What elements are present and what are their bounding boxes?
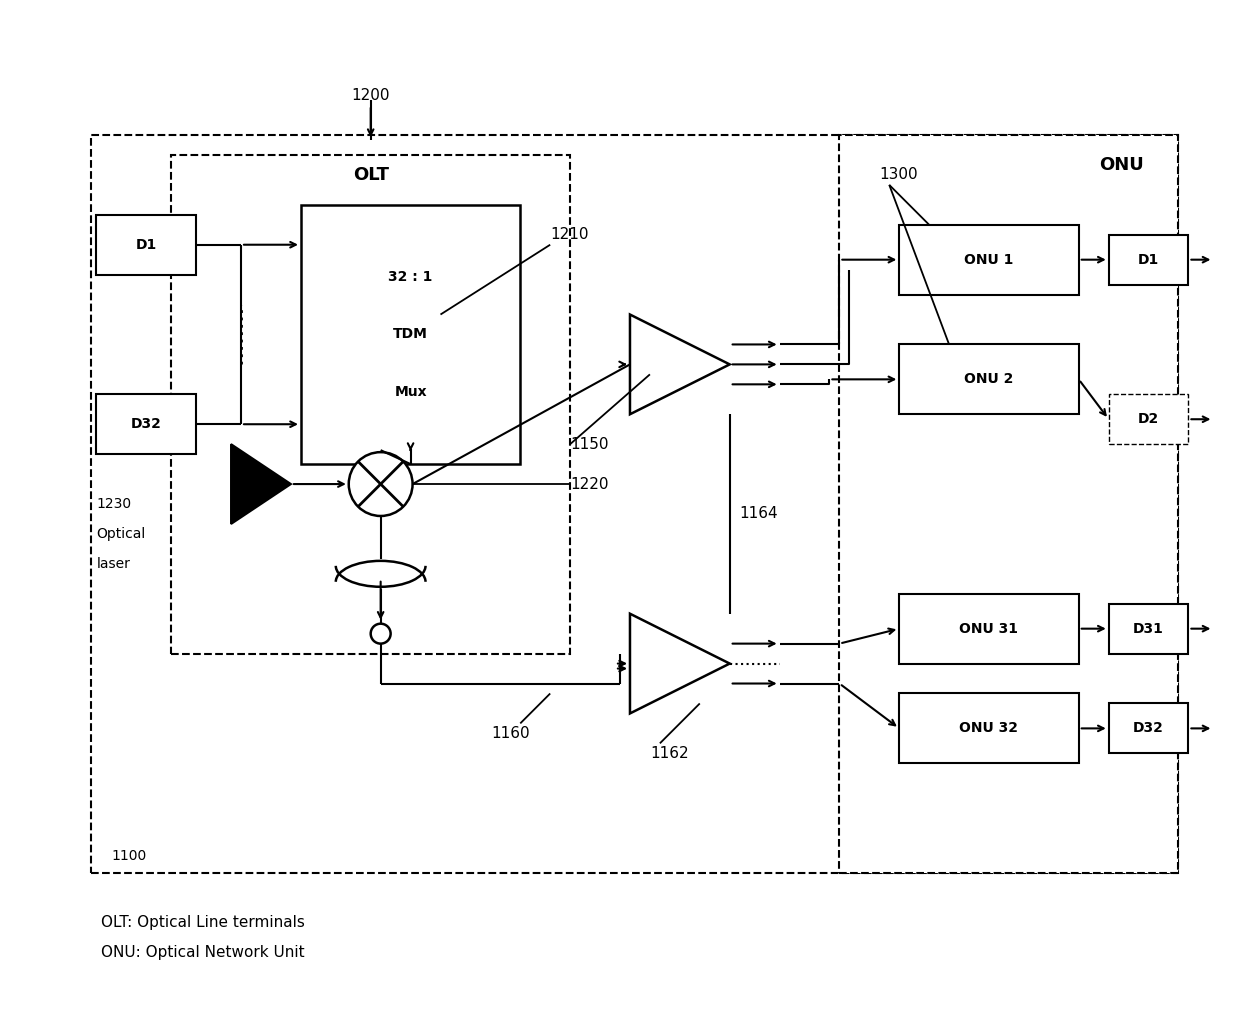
Bar bbox=[899, 694, 1079, 764]
Text: Mux: Mux bbox=[394, 384, 427, 399]
Bar bbox=[92, 135, 1178, 873]
Text: TDM: TDM bbox=[393, 328, 428, 342]
Bar bbox=[97, 394, 196, 454]
Text: 1162: 1162 bbox=[650, 746, 688, 760]
Bar bbox=[97, 215, 196, 275]
Text: 1230: 1230 bbox=[97, 497, 131, 511]
Text: 1210: 1210 bbox=[551, 227, 589, 242]
Bar bbox=[1109, 235, 1188, 285]
Text: 1300: 1300 bbox=[879, 167, 918, 183]
Text: 1220: 1220 bbox=[570, 477, 609, 492]
Text: OLT: Optical Line terminals: OLT: Optical Line terminals bbox=[102, 916, 305, 931]
Text: 32 : 1: 32 : 1 bbox=[388, 271, 433, 285]
Polygon shape bbox=[630, 314, 729, 415]
Text: D31: D31 bbox=[1133, 622, 1164, 636]
Text: D1: D1 bbox=[1138, 252, 1159, 267]
Bar bbox=[899, 345, 1079, 415]
Text: ONU 31: ONU 31 bbox=[960, 622, 1018, 636]
Text: D1: D1 bbox=[135, 237, 157, 251]
Bar bbox=[1109, 603, 1188, 654]
Bar bbox=[899, 225, 1079, 295]
Ellipse shape bbox=[336, 564, 425, 584]
Text: OLT: OLT bbox=[352, 166, 388, 184]
Bar bbox=[1109, 394, 1188, 444]
Text: 1100: 1100 bbox=[112, 849, 146, 863]
Text: ONU: Optical Network Unit: ONU: Optical Network Unit bbox=[102, 945, 305, 960]
Text: Optical: Optical bbox=[97, 527, 145, 540]
Text: ONU 1: ONU 1 bbox=[965, 252, 1013, 267]
Text: 1150: 1150 bbox=[570, 437, 609, 451]
Polygon shape bbox=[630, 613, 729, 714]
Text: D2: D2 bbox=[1138, 413, 1159, 426]
Bar bbox=[899, 594, 1079, 663]
Bar bbox=[171, 155, 570, 654]
Text: 1160: 1160 bbox=[491, 726, 529, 741]
Bar bbox=[839, 135, 1178, 873]
Text: laser: laser bbox=[97, 557, 130, 571]
Polygon shape bbox=[231, 444, 291, 524]
Text: D32: D32 bbox=[131, 417, 161, 431]
Circle shape bbox=[371, 624, 391, 644]
Text: ONU: ONU bbox=[1099, 156, 1143, 174]
Circle shape bbox=[348, 452, 413, 516]
Text: D32: D32 bbox=[1133, 721, 1164, 735]
Text: 1200: 1200 bbox=[351, 87, 389, 102]
Bar bbox=[1109, 704, 1188, 753]
Bar bbox=[301, 205, 521, 464]
Text: ONU 2: ONU 2 bbox=[965, 372, 1013, 386]
Text: ONU 32: ONU 32 bbox=[960, 721, 1018, 735]
Text: 1164: 1164 bbox=[740, 506, 779, 521]
